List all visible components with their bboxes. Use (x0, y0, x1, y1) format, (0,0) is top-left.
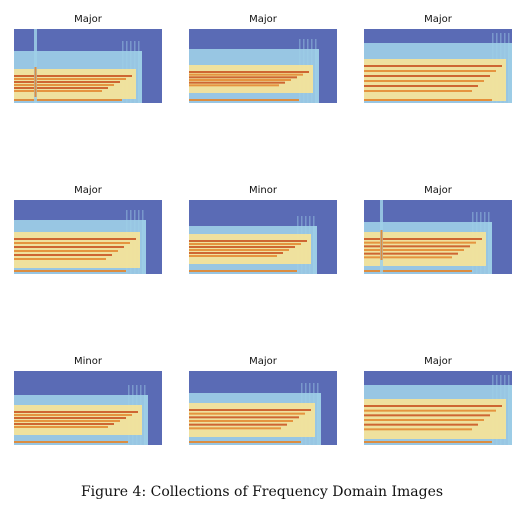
panel-title: Major (424, 185, 452, 196)
spectrogram-image (189, 371, 337, 445)
spectrogram-grid: Major Major Major Major Minor Major Mino… (14, 14, 512, 445)
spectrogram-image (189, 200, 337, 274)
spectrogram-image (364, 29, 512, 103)
panel-title: Major (74, 185, 102, 196)
panel-title: Major (249, 14, 277, 25)
panel-title: Minor (249, 185, 277, 196)
panel-title: Minor (74, 356, 102, 367)
spectrogram-image (364, 200, 512, 274)
spectrogram-image (14, 29, 162, 103)
spectrogram-image (14, 371, 162, 445)
panel-title: Major (424, 356, 452, 367)
panel-title: Major (74, 14, 102, 25)
panel-title: Major (424, 14, 452, 25)
spectrogram-image (364, 371, 512, 445)
spectrogram-image (14, 200, 162, 274)
figure-caption: Figure 4: Collections of Frequency Domai… (80, 484, 444, 500)
panel-title: Major (249, 356, 277, 367)
spectrogram-image (189, 29, 337, 103)
